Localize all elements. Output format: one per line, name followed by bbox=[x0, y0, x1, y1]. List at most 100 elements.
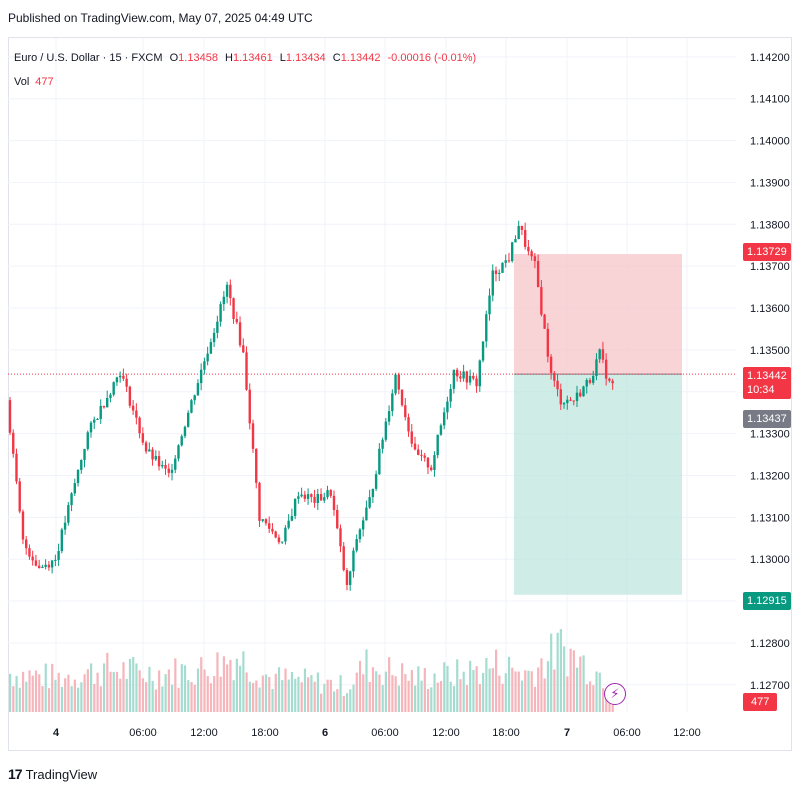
close-label: C bbox=[332, 52, 341, 64]
candle-body bbox=[601, 349, 605, 360]
candle-body bbox=[106, 398, 109, 408]
current-price-value: 1.13442 bbox=[747, 370, 787, 382]
candle-body bbox=[180, 436, 183, 446]
candle-body bbox=[177, 445, 180, 459]
candle-body bbox=[498, 272, 501, 274]
volume-bar bbox=[112, 671, 115, 712]
time-axis[interactable]: 4 06:00 12:00 18:00 6 06:00 12:00 18:00 7 06:00 12… bbox=[53, 727, 701, 739]
candle-body bbox=[494, 270, 498, 274]
volume-bar bbox=[34, 670, 38, 712]
candle-body bbox=[374, 474, 378, 489]
candle-body bbox=[433, 455, 436, 470]
volume-bar bbox=[164, 674, 167, 712]
open-value: 1.13458 bbox=[178, 52, 218, 64]
candle-body bbox=[112, 382, 115, 395]
candle-body bbox=[242, 345, 245, 353]
volume-bar bbox=[465, 685, 469, 712]
candle-body bbox=[28, 548, 31, 557]
volume-bar bbox=[368, 681, 371, 712]
volume-bar bbox=[397, 685, 400, 712]
volume-bar bbox=[365, 649, 368, 712]
volume-bar bbox=[540, 658, 543, 712]
volume-bar bbox=[67, 674, 70, 712]
candle-body bbox=[157, 456, 161, 467]
volume-bar bbox=[520, 680, 524, 712]
volume-bar bbox=[410, 670, 413, 712]
candle-body bbox=[268, 523, 271, 529]
long-position-tool[interactable] bbox=[8, 254, 736, 595]
volume-bar bbox=[93, 683, 96, 712]
volume-bar bbox=[297, 676, 300, 712]
volume-bar bbox=[174, 658, 177, 712]
volume-bar bbox=[514, 671, 517, 712]
candle-body bbox=[475, 378, 478, 387]
volume-bar bbox=[151, 680, 154, 712]
candle-body bbox=[442, 412, 446, 426]
candle-body bbox=[598, 349, 601, 360]
volume-bar bbox=[119, 678, 122, 712]
candle-body bbox=[232, 298, 235, 320]
candle-body bbox=[96, 419, 99, 421]
volume-bar bbox=[430, 687, 433, 712]
volume-bar bbox=[245, 672, 248, 712]
symbol-name[interactable]: Euro / U.S. Dollar · 15 · FXCM bbox=[14, 52, 163, 64]
candle-body bbox=[174, 458, 177, 470]
volume-bar bbox=[491, 668, 494, 712]
volume-bar bbox=[352, 684, 355, 712]
candle-body bbox=[556, 380, 559, 390]
volume-bar bbox=[550, 633, 553, 712]
candle-body bbox=[579, 392, 582, 397]
candle-body bbox=[131, 405, 135, 411]
time-tick-label: 06:00 bbox=[613, 727, 641, 739]
candle-body bbox=[306, 494, 310, 499]
entry-price-label: 1.13437 bbox=[743, 410, 791, 428]
time-tick-label: 12:00 bbox=[432, 727, 460, 739]
stop-price-label: 1.13729 bbox=[743, 243, 791, 261]
price-tick-label: 1.14200 bbox=[750, 52, 790, 64]
candle-body bbox=[128, 386, 132, 406]
volume-bar bbox=[498, 675, 501, 712]
candle-body bbox=[15, 453, 18, 482]
volume-bar bbox=[200, 657, 203, 712]
volume-bar bbox=[148, 666, 151, 712]
volume-bar bbox=[226, 664, 229, 712]
candle-body bbox=[34, 560, 38, 566]
candle-body bbox=[511, 242, 514, 262]
volume-bar bbox=[216, 652, 219, 712]
volume-bar bbox=[300, 682, 303, 712]
candle-body bbox=[410, 431, 413, 444]
volume-bar bbox=[183, 665, 187, 712]
candle-body bbox=[70, 493, 73, 506]
volume-bar bbox=[329, 679, 332, 712]
price-tick-label: 1.13700 bbox=[750, 261, 790, 273]
candle-body bbox=[323, 497, 326, 501]
candle-body bbox=[8, 400, 12, 433]
candle-body bbox=[339, 528, 342, 547]
volume-bar bbox=[362, 674, 365, 712]
target-price-label: 1.12915 bbox=[743, 592, 791, 610]
volume-bar bbox=[378, 674, 381, 712]
chart-frame[interactable] bbox=[8, 37, 792, 751]
volume-bar bbox=[598, 672, 601, 712]
price-tick-label: 1.13000 bbox=[750, 554, 790, 566]
candle-body bbox=[491, 270, 494, 296]
time-tick-label: 06:00 bbox=[129, 727, 157, 739]
price-tick-label: 1.14100 bbox=[750, 94, 790, 106]
volume-bar bbox=[342, 696, 345, 712]
volume-label[interactable]: Vol bbox=[14, 76, 30, 88]
candle-body bbox=[80, 459, 83, 470]
candle-body bbox=[212, 332, 216, 343]
volume-bar bbox=[193, 684, 196, 712]
candle-body bbox=[44, 564, 47, 567]
candle-body bbox=[316, 494, 319, 503]
price-tick-label: 1.13100 bbox=[750, 512, 790, 524]
volume-bar bbox=[271, 688, 274, 712]
high-label: H bbox=[225, 52, 233, 64]
close-value: 1.13442 bbox=[340, 52, 381, 64]
lightning-bolt-icon[interactable]: ⚡ bbox=[604, 683, 626, 705]
brand-name[interactable]: TradingView bbox=[25, 766, 98, 782]
volume-bar bbox=[537, 667, 540, 712]
volume-bar bbox=[320, 693, 323, 712]
candle-body bbox=[345, 570, 349, 585]
